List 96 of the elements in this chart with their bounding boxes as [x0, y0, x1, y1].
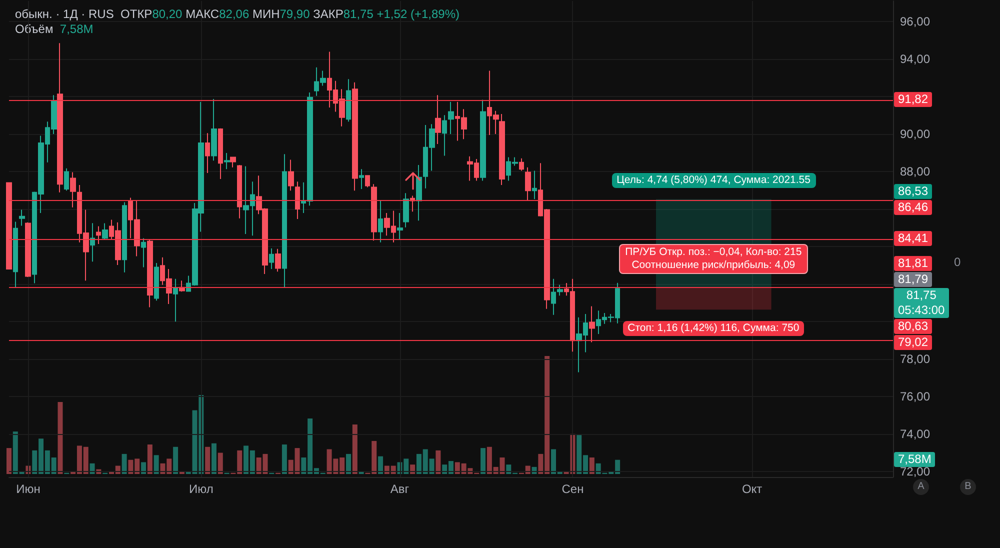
bar [90, 463, 95, 474]
candlestick [90, 222, 95, 262]
candlestick [359, 168, 364, 190]
text: 81,75 05:43:00 [894, 288, 949, 318]
bar [211, 443, 216, 474]
y-tick-label: 76,00 [900, 389, 930, 404]
candlestick [288, 159, 294, 192]
candlestick [19, 209, 25, 226]
y-tick-label: 88,00 [900, 164, 930, 179]
bar [436, 450, 441, 474]
candlestick [525, 166, 531, 202]
bar [589, 457, 594, 474]
y-tick-label: 96,00 [900, 14, 930, 29]
candlestick [397, 212, 403, 240]
band-label: Стоп: 1,16 (1,42%) 116, Сумма: 750 [622, 320, 804, 336]
round-button: B [960, 479, 976, 495]
text: 80,63 [894, 318, 932, 334]
bar [6, 448, 12, 474]
ref-line-label: 91,82 [894, 92, 932, 108]
y-tick-label: 72,00 [900, 464, 930, 478]
text: 0 [954, 255, 961, 269]
candlestick [295, 181, 300, 220]
candlestick [70, 172, 76, 208]
candlestick [13, 221, 18, 288]
bar [378, 456, 384, 474]
text: 86,53 [894, 184, 932, 200]
candlestick [224, 152, 230, 170]
candlestick [282, 154, 287, 288]
candlestick [269, 248, 274, 270]
bar [282, 444, 287, 474]
y-tick-label: 90,00 [900, 127, 930, 142]
y-tick-label: 78,00 [900, 352, 930, 366]
candlestick [499, 114, 505, 186]
candlestick [403, 192, 409, 228]
band-label: Цель: 4,74 (5,80%) 474, Сумма: 2021.55 [612, 173, 816, 188]
ref-line-label: 84,41 [894, 231, 932, 246]
bar [346, 454, 352, 474]
candlestick [122, 202, 127, 273]
x-tick-label: Сен [562, 482, 584, 496]
annotation: ПР/УБ Откр. поз.: −0,04, Кол-во: 215 Соотношение риск/прибыль: 4,09 [619, 244, 808, 274]
candlestick [365, 175, 370, 188]
candlestick [416, 164, 422, 222]
candlestick [154, 262, 159, 302]
candlestick [532, 170, 537, 200]
x-tick-label: Июл [188, 482, 214, 496]
bar [58, 402, 63, 474]
candlestick [480, 99, 486, 182]
candlestick [589, 306, 595, 343]
text: 81,79 [894, 272, 932, 287]
round-button: A [913, 479, 929, 495]
text: 7,58M [894, 452, 936, 467]
candlestick [211, 98, 217, 162]
candlestick [102, 222, 108, 240]
candlestick [442, 114, 447, 156]
x-tick-label: Авг [390, 482, 410, 496]
candlestick [230, 156, 236, 168]
candlestick [173, 278, 178, 322]
candlestick [57, 42, 63, 193]
candlestick [378, 200, 383, 243]
candlestick [6, 182, 12, 270]
candlestick [147, 238, 153, 308]
text: ОТКР80,20 МАКС82,06 МИН79,90 ЗАКР81,75 +1,52 (+1,89%) [120, 7, 460, 21]
candlestick [25, 222, 31, 278]
bar [410, 464, 416, 474]
y-tick-label: 74,00 [900, 426, 930, 441]
bar [480, 448, 486, 474]
candlestick [448, 101, 454, 135]
legend-label: 81,81 [894, 256, 932, 271]
ref-line-label: 79,02 [894, 334, 932, 350]
text: обыкн. · 1Д · RUS [15, 7, 114, 21]
x-tick-label: Июн [16, 482, 40, 496]
candlestick [346, 78, 351, 122]
bar [218, 452, 223, 474]
candlestick [218, 128, 223, 180]
candlestick [96, 226, 101, 245]
bar [205, 446, 210, 474]
bar [154, 455, 159, 474]
candlestick [435, 94, 441, 144]
candlestick [371, 184, 377, 242]
ref-line-label: 86,46 [894, 200, 932, 216]
candlestick [205, 132, 210, 174]
candlestick [237, 164, 242, 219]
candlestick [352, 82, 358, 192]
y-tick-label: 94,00 [900, 52, 930, 66]
candlestick [275, 248, 281, 272]
candlestick [64, 168, 69, 192]
annotation: 7,58M [60, 22, 94, 36]
bar [352, 424, 358, 474]
bar [141, 462, 146, 474]
candlestick [519, 158, 524, 172]
candlestick [141, 238, 146, 268]
x-tick-label: Окт [742, 482, 763, 496]
bar [147, 444, 152, 474]
bar [122, 454, 127, 474]
bar [173, 446, 178, 474]
chart-title: Объём [15, 22, 54, 36]
